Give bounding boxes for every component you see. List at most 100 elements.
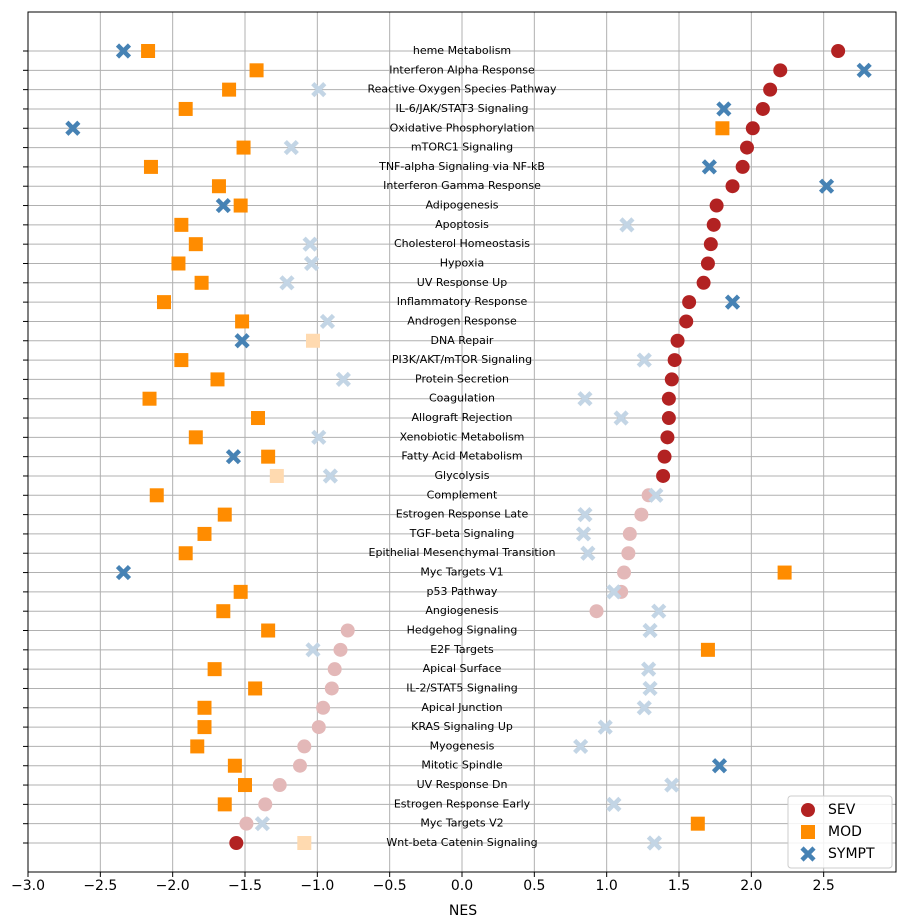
data-point xyxy=(701,159,717,175)
x-axis-label: NES xyxy=(449,903,477,919)
data-point xyxy=(642,622,658,639)
data-point xyxy=(233,198,248,213)
data-point xyxy=(621,546,636,561)
category-label: PI3K/AKT/mTOR Signaling xyxy=(392,353,532,366)
x-tick-label: −0.5 xyxy=(373,878,407,894)
data-point xyxy=(651,603,667,619)
data-point xyxy=(261,623,276,638)
category-label: Estrogen Response Late xyxy=(396,508,529,521)
data-point xyxy=(239,816,254,831)
data-point xyxy=(302,236,318,252)
data-point xyxy=(210,372,225,387)
data-point xyxy=(65,120,81,136)
data-point xyxy=(305,333,320,348)
data-point xyxy=(818,178,835,194)
data-point xyxy=(174,217,189,232)
data-point xyxy=(577,391,593,407)
data-point xyxy=(725,179,740,194)
data-point xyxy=(236,140,251,155)
data-point xyxy=(777,565,792,580)
data-point xyxy=(233,584,248,599)
data-point xyxy=(648,487,664,503)
category-label: Inflammatory Response xyxy=(397,295,528,308)
data-point xyxy=(279,275,295,291)
data-point xyxy=(319,313,336,330)
data-point xyxy=(234,333,250,349)
category-label: p53 Pathway xyxy=(427,585,498,598)
data-point xyxy=(303,255,320,272)
data-point xyxy=(324,681,339,696)
data-point xyxy=(589,604,604,619)
legend-marker xyxy=(801,803,815,817)
legend-marker xyxy=(801,825,815,839)
data-point xyxy=(333,642,348,657)
data-point xyxy=(335,371,351,387)
data-point xyxy=(327,662,342,677)
legend-label: SEV xyxy=(828,802,856,818)
data-point xyxy=(664,777,680,793)
category-label: Fatty Acid Metabolism xyxy=(401,450,522,463)
data-point xyxy=(194,275,209,290)
data-point xyxy=(664,372,679,387)
category-label: TNF-alpha Signaling via NF-kB xyxy=(378,160,545,173)
category-label: Angiogenesis xyxy=(425,604,499,617)
data-point xyxy=(190,739,205,754)
data-point xyxy=(115,43,132,59)
data-point xyxy=(735,159,750,174)
x-tick-label: −2.5 xyxy=(83,878,117,894)
data-point xyxy=(660,430,675,445)
data-point xyxy=(197,720,212,735)
data-point xyxy=(235,314,250,329)
data-point xyxy=(856,62,872,78)
data-point xyxy=(682,295,697,310)
data-point xyxy=(269,468,284,483)
data-point xyxy=(258,797,273,812)
data-point xyxy=(657,449,672,464)
data-point xyxy=(613,410,629,426)
category-label: UV Response Dn xyxy=(417,778,508,791)
category-label: Adipogenesis xyxy=(425,199,498,212)
x-tick-label: 1.5 xyxy=(668,878,690,894)
data-point xyxy=(755,101,770,116)
data-point xyxy=(217,797,232,812)
x-tick-label: 0.0 xyxy=(451,878,473,894)
category-label: E2F Targets xyxy=(430,643,494,656)
data-point xyxy=(580,545,596,561)
data-point xyxy=(606,584,622,600)
data-point xyxy=(700,256,715,271)
data-point xyxy=(283,139,299,156)
data-point xyxy=(227,758,242,773)
data-point xyxy=(745,121,760,136)
category-label: Myc Targets V1 xyxy=(420,566,503,579)
data-point xyxy=(311,720,326,735)
category-label: Apical Junction xyxy=(421,701,502,714)
data-point xyxy=(597,719,613,735)
data-point xyxy=(646,835,662,851)
data-point xyxy=(679,314,694,329)
category-label: Hedgehog Signaling xyxy=(407,624,518,637)
data-point xyxy=(711,758,728,774)
data-point xyxy=(636,700,652,716)
data-point xyxy=(700,642,715,657)
data-point xyxy=(311,429,327,445)
data-point xyxy=(297,836,312,850)
category-label: Myogenesis xyxy=(430,739,495,752)
data-point xyxy=(577,507,593,523)
data-point xyxy=(709,198,724,213)
category-label: mTORC1 Signaling xyxy=(411,141,513,154)
data-point xyxy=(724,294,741,310)
category-label: Interferon Gamma Response xyxy=(383,179,541,192)
data-point xyxy=(617,565,632,580)
data-point xyxy=(217,507,232,522)
x-tick-label: −1.0 xyxy=(300,878,334,894)
data-point xyxy=(706,217,721,232)
data-point xyxy=(642,680,658,697)
data-point xyxy=(174,353,189,368)
data-point xyxy=(696,275,711,290)
x-tick-label: 1.0 xyxy=(596,878,618,894)
data-point xyxy=(188,237,203,252)
category-label: Estrogen Response Early xyxy=(394,797,531,810)
data-point xyxy=(305,642,321,658)
data-point xyxy=(670,333,685,348)
category-label: Xenobiotic Metabolism xyxy=(400,430,525,443)
